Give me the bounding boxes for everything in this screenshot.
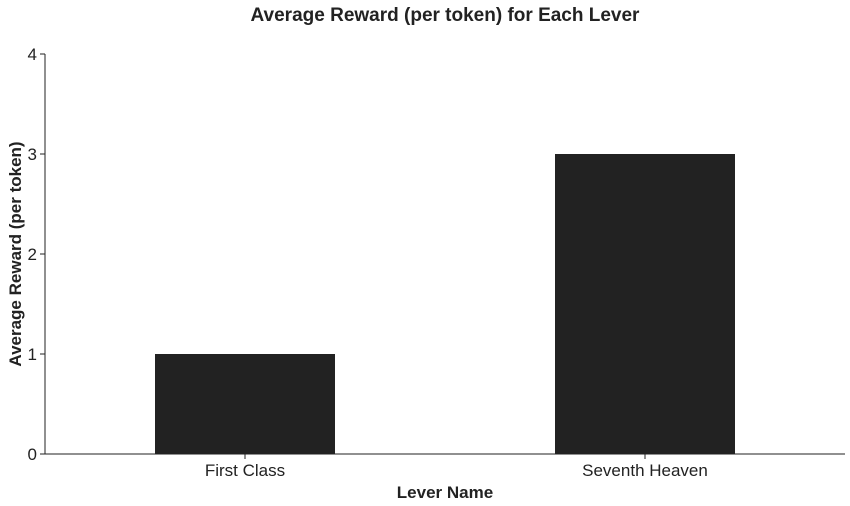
- y-tick-label: 1: [28, 345, 37, 364]
- bar-first-class: [155, 354, 335, 454]
- chart-title: Average Reward (per token) for Each Leve…: [251, 5, 641, 26]
- bars: [155, 154, 735, 454]
- y-tick-label: 4: [28, 45, 37, 64]
- y-axis-ticks: 0 1 2 3 4: [28, 45, 45, 464]
- y-tick-label: 2: [28, 245, 37, 264]
- x-tick-label: First Class: [205, 461, 285, 480]
- x-tick-label: Seventh Heaven: [582, 461, 708, 480]
- y-tick-label: 0: [28, 445, 37, 464]
- y-axis-label: Average Reward (per token): [6, 141, 25, 366]
- x-axis-ticks: First Class Seventh Heaven: [205, 454, 708, 480]
- bar-seventh-heaven: [555, 154, 735, 454]
- y-tick-label: 3: [28, 145, 37, 164]
- x-axis-label: Lever Name: [397, 483, 493, 502]
